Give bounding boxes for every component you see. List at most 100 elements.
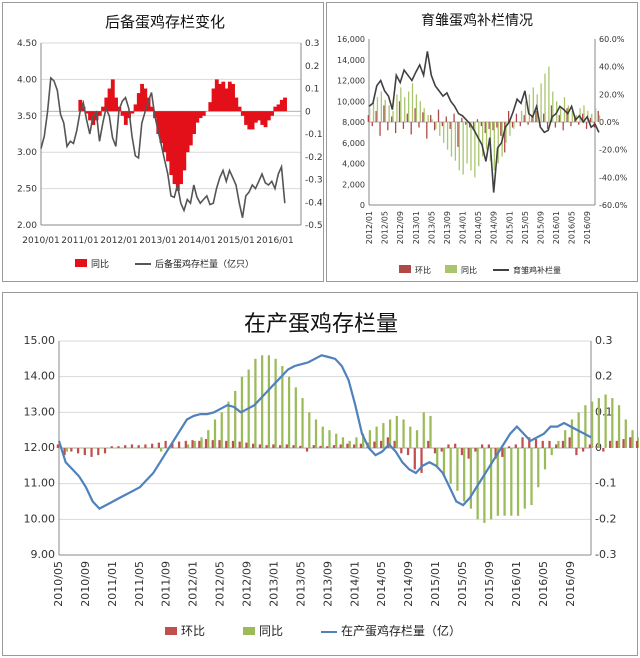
- bar-0: [433, 122, 436, 131]
- bar-0: [507, 446, 511, 448]
- y-left-tick-label: 6,000: [342, 139, 365, 148]
- bar-0: [413, 448, 416, 470]
- bar-0: [103, 448, 107, 454]
- bar-0: [406, 448, 410, 456]
- bar-0: [527, 122, 529, 125]
- bar-0: [629, 437, 632, 448]
- bar-1: [583, 105, 585, 122]
- bar-0: [76, 448, 80, 454]
- x-tick-label: 2014/05: [474, 211, 483, 244]
- bar-1: [402, 419, 405, 448]
- bar-0: [353, 444, 356, 448]
- line-series-2: [368, 51, 600, 193]
- bar-1: [419, 101, 421, 122]
- bar-0: [371, 122, 373, 127]
- bar-1: [348, 440, 351, 448]
- bar-0: [427, 440, 430, 448]
- bar-0: [383, 105, 385, 122]
- bar-0: [608, 440, 612, 448]
- bar-1: [173, 448, 176, 449]
- y-right-tick-label: 0.2: [305, 62, 319, 72]
- bar-0: [157, 442, 161, 448]
- x-tick-label: 2013/09: [321, 561, 334, 607]
- bar-1: [478, 122, 480, 167]
- bar-1: [415, 94, 418, 122]
- bar-0: [90, 448, 93, 457]
- area-segment-0: [97, 111, 102, 116]
- area-segment-0: [237, 106, 242, 112]
- area-segment-0: [146, 97, 151, 112]
- bar-0: [367, 115, 369, 122]
- area-segment-0: [188, 111, 193, 146]
- x-tick-label: 2012/01: [100, 236, 137, 246]
- bar-1: [431, 119, 433, 122]
- bar-1: [362, 433, 365, 448]
- y-left-tick-label: 10,000: [337, 97, 365, 106]
- x-tick-label: 2011/01: [61, 236, 98, 246]
- bar-0: [494, 448, 497, 459]
- bar-1: [470, 122, 472, 171]
- bar-0: [137, 445, 140, 448]
- area-segment-0: [198, 111, 203, 119]
- x-tick-label: 2012/05: [214, 561, 227, 607]
- legend-label: 同比: [259, 624, 283, 638]
- bar-1: [267, 355, 271, 448]
- bar-1: [489, 448, 493, 520]
- bar-1: [59, 448, 62, 449]
- bar-1: [436, 448, 439, 466]
- bar-0: [305, 448, 309, 452]
- legend-label: 环比: [181, 624, 205, 638]
- area-segment-0: [231, 83, 235, 112]
- bar-1: [308, 412, 311, 448]
- bar-0: [426, 122, 428, 139]
- bar-1: [422, 412, 425, 448]
- bar-1: [411, 83, 414, 122]
- area-segment-0: [162, 111, 167, 153]
- bar-1: [423, 108, 425, 122]
- bar-0: [231, 440, 235, 448]
- bar-0: [622, 439, 625, 448]
- area-segment-0: [114, 97, 118, 112]
- bar-0: [258, 444, 262, 448]
- bar-1: [530, 448, 533, 506]
- bar-0: [548, 440, 551, 448]
- legend-label: 同比: [91, 258, 109, 270]
- bar-0: [204, 439, 208, 448]
- chart-panel-reserve-hens: 后备蛋鸡存栏变化 4.50 4.00 3.50 3.00 2.50 2.00 0.3 0.2 0.…: [2, 2, 324, 282]
- x-tick-label: 2012/09: [241, 561, 254, 607]
- bar-1: [493, 122, 495, 171]
- bar-1: [509, 122, 511, 136]
- bar-0: [326, 446, 329, 448]
- y-left-tick-label: 11.00: [24, 477, 56, 490]
- y-right-tick-label: -0.2: [305, 153, 323, 163]
- bar-0: [453, 113, 455, 122]
- legend-label: 环比: [415, 265, 431, 275]
- area-segment-0: [227, 81, 232, 112]
- legend-label: 后备蛋鸡存栏量（亿只）: [155, 258, 254, 270]
- area-segment-0: [84, 111, 89, 114]
- bar-0: [225, 440, 228, 448]
- y-left-tick-label: 12,000: [337, 77, 365, 86]
- bar-0: [418, 122, 420, 128]
- bar-0: [487, 444, 490, 448]
- bar-1: [604, 394, 607, 448]
- area-segment-0: [263, 111, 268, 128]
- x-tick-label: 2010/09: [79, 561, 92, 607]
- bar-1: [463, 448, 466, 502]
- bar-1: [139, 448, 143, 449]
- x-tick-label: 2013/09: [443, 211, 452, 244]
- bar-1: [106, 448, 109, 449]
- bar-0: [433, 448, 437, 454]
- bar-1: [396, 94, 398, 122]
- bar-1: [544, 73, 546, 122]
- bar-1: [611, 398, 614, 448]
- y-left-tick-label: 2.00: [17, 221, 37, 231]
- chick-replenishment-chart: 育雏蛋鸡补栏情况 16,000 14,000 12,000 10,000 8,000 6,0…: [337, 12, 628, 275]
- x-tick-label: 2015/01: [429, 561, 442, 607]
- area-segment-0: [156, 111, 161, 134]
- area-segment-0: [172, 111, 177, 185]
- y-right-tick-label: 0.1: [305, 85, 319, 95]
- bar-0: [387, 122, 389, 131]
- y-right-tick-label: 0.3: [305, 39, 319, 49]
- x-tick-label: 2016/09: [583, 211, 592, 244]
